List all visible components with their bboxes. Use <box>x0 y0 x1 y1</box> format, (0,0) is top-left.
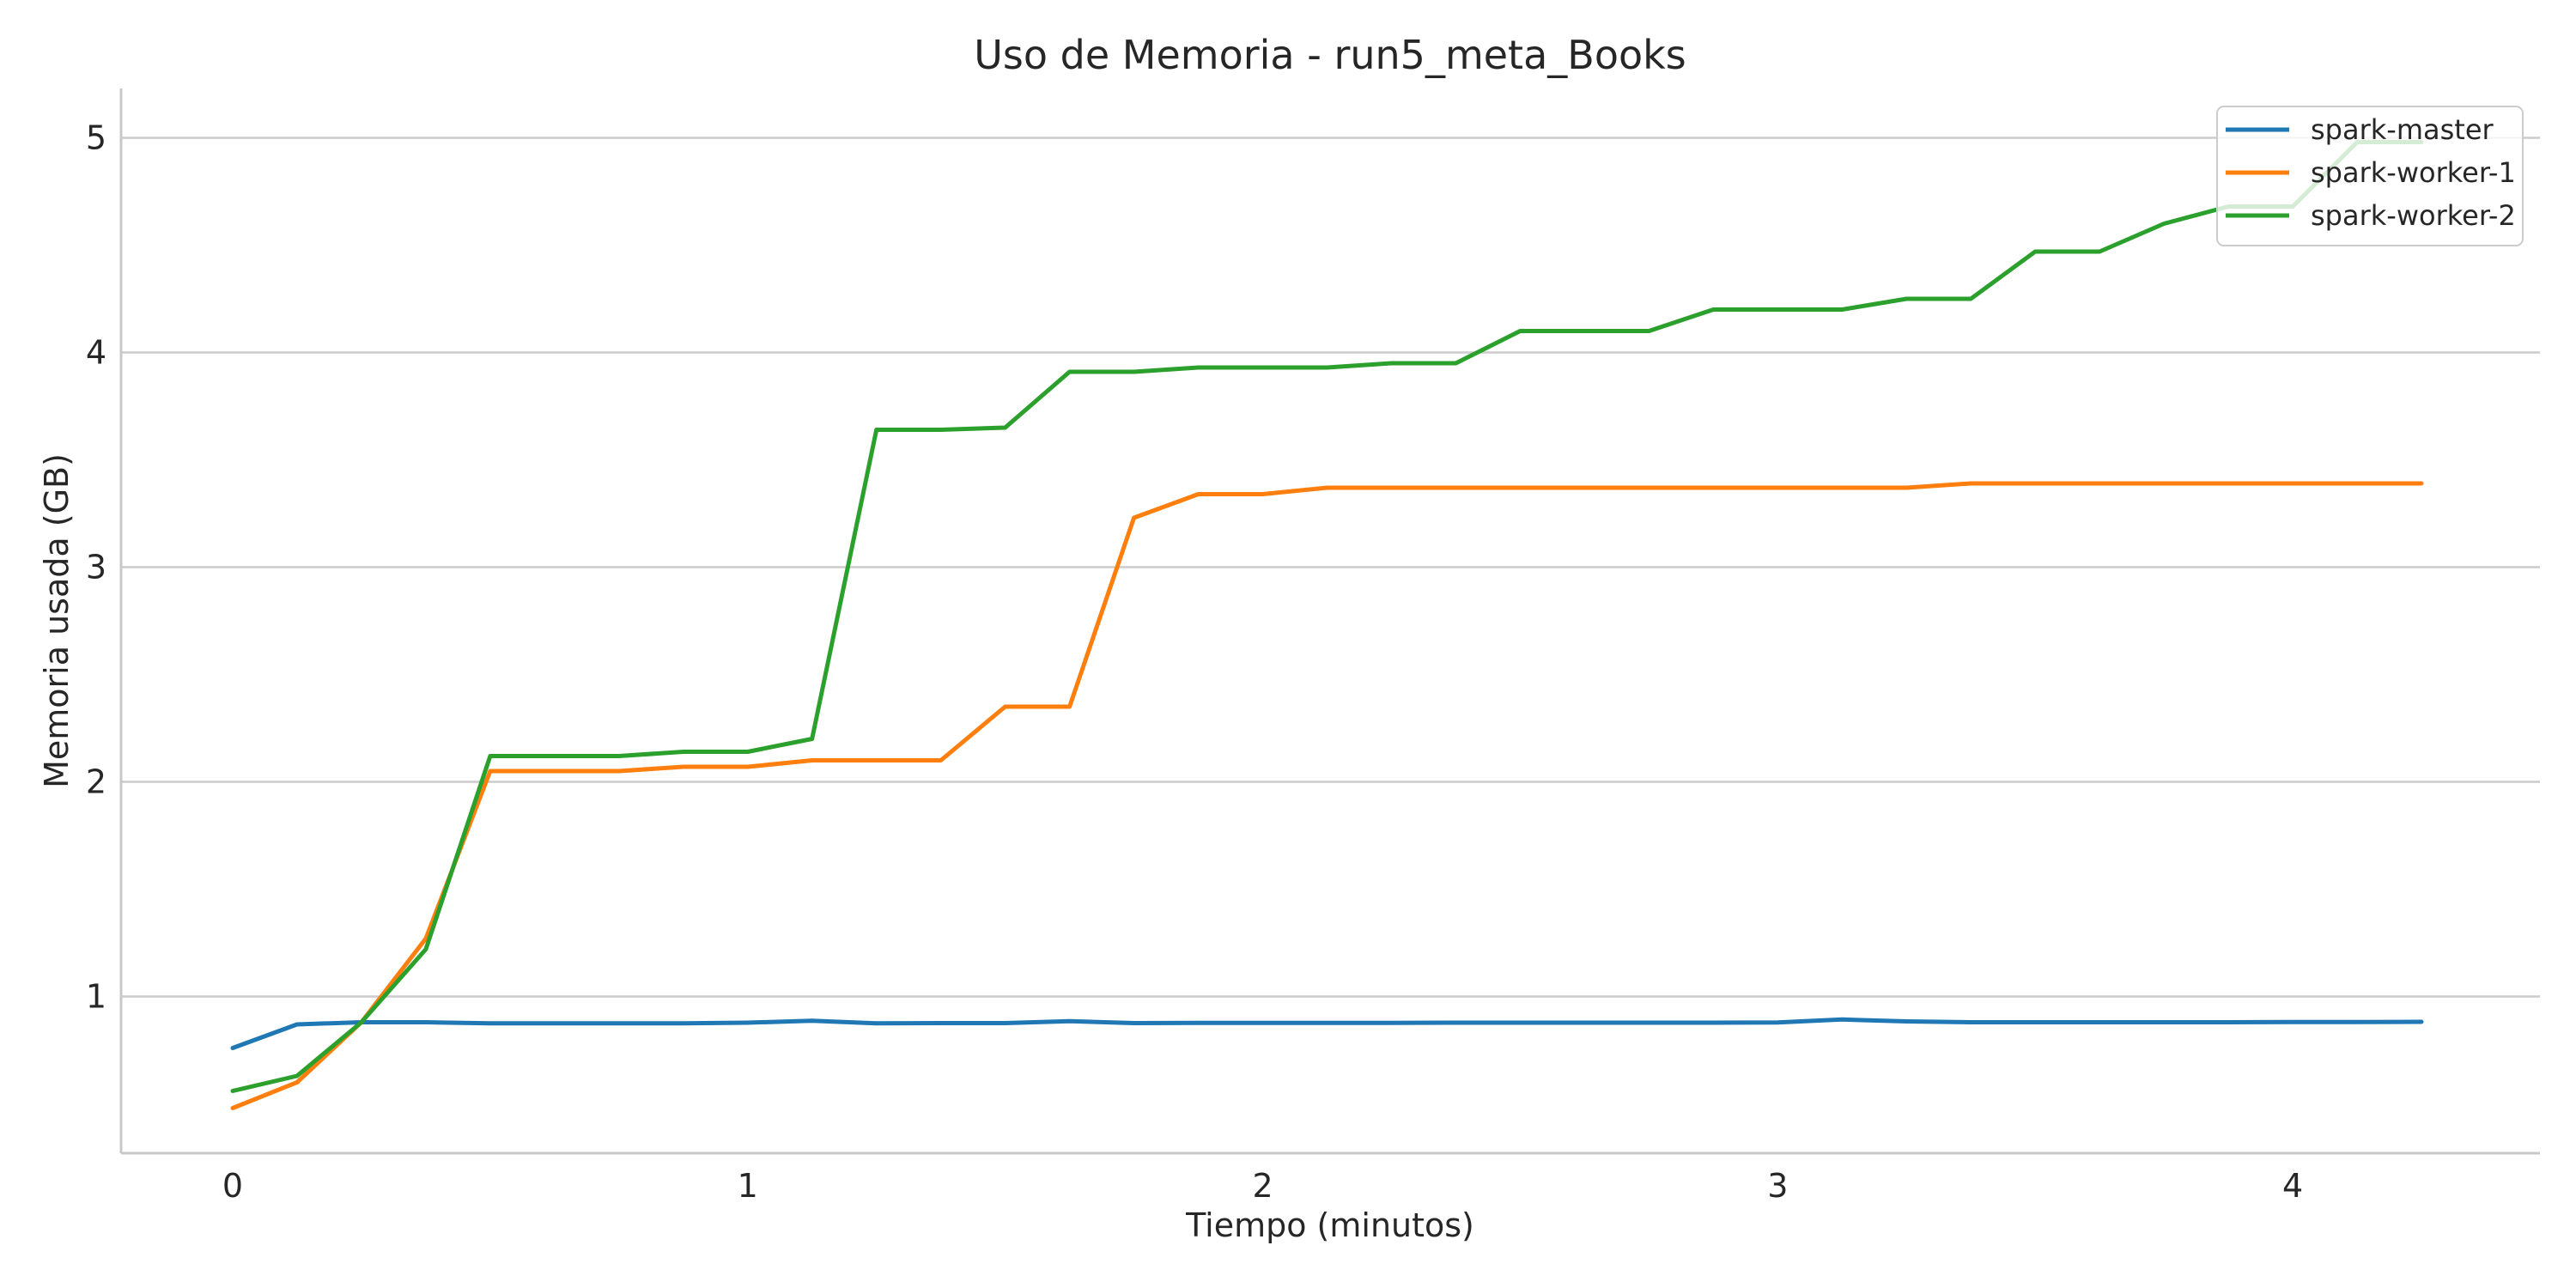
x-tick-label: 4 <box>2282 1167 2303 1205</box>
series-line-spark-worker-2 <box>230 140 2424 1093</box>
y-tick-label: 3 <box>86 549 106 586</box>
x-tick-label: 3 <box>1767 1167 1788 1205</box>
legend: spark-master spark-worker-1 spark-worker-2 <box>2216 106 2524 246</box>
series-line-spark-worker-1 <box>230 481 2424 1110</box>
y-tick-label: 1 <box>86 978 106 1016</box>
y-tick-label: 2 <box>86 763 106 801</box>
x-tick-label: 0 <box>222 1167 243 1205</box>
x-tick-labels: 0 1 2 3 4 <box>222 1167 2303 1205</box>
x-tick-label: 2 <box>1252 1167 1273 1205</box>
x-axis-label: Tiempo (minutos) <box>1185 1206 1474 1244</box>
legend-entries: spark-master spark-worker-1 spark-worker-2 <box>2226 113 2516 232</box>
chart-title: Uso de Memoria - run5_meta_Books <box>974 32 1686 78</box>
grid-lines <box>121 137 2540 998</box>
y-tick-label: 5 <box>86 119 106 157</box>
y-tick-labels: 1 2 3 4 5 <box>86 119 106 1016</box>
legend-label-spark-master: spark-master <box>2311 113 2494 146</box>
legend-label-spark-worker-1: spark-worker-1 <box>2311 156 2516 189</box>
y-tick-label: 4 <box>86 334 106 372</box>
y-axis-label: Memoria usada (GB) <box>38 453 76 788</box>
series-lines <box>230 140 2424 1110</box>
series-line-spark-master <box>230 1017 2424 1050</box>
x-tick-label: 1 <box>738 1167 758 1205</box>
axes <box>119 88 2540 1155</box>
legend-label-spark-worker-2: spark-worker-2 <box>2311 199 2516 232</box>
legend-box <box>2216 106 2524 246</box>
